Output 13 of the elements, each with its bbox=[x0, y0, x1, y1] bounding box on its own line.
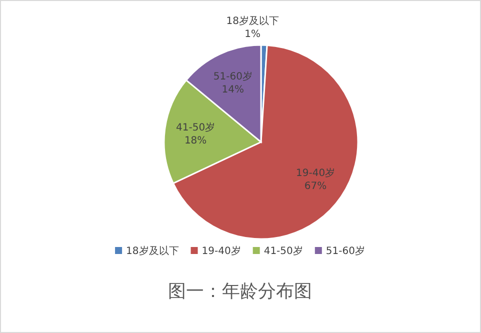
data-label: 18% bbox=[184, 136, 207, 147]
data-label: 1% bbox=[244, 29, 261, 40]
legend-label: 51-60岁 bbox=[326, 245, 365, 257]
data-label: 14% bbox=[222, 84, 244, 96]
slice-label: 18岁及以下 bbox=[226, 15, 279, 27]
legend-label: 19-40岁 bbox=[202, 245, 241, 257]
slice-label: 19-40岁 bbox=[296, 167, 336, 180]
slice-label: 41-50岁 bbox=[176, 122, 216, 134]
slice-label: 51-60岁 bbox=[213, 70, 252, 82]
legend-label: 18岁及以下 bbox=[126, 245, 179, 257]
data-label: 67% bbox=[304, 181, 327, 192]
legend-label: 41-50岁 bbox=[264, 245, 303, 257]
text: 图一：年龄分布图 bbox=[168, 281, 312, 302]
